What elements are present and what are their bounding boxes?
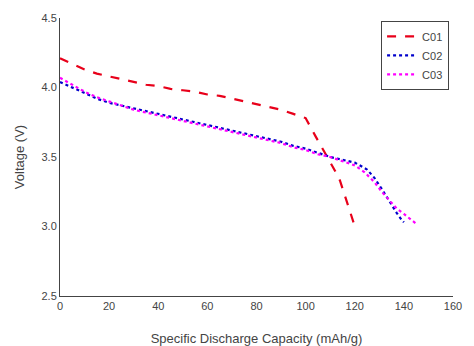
- svg-text:100: 100: [296, 300, 314, 312]
- svg-text:4.0: 4.0: [42, 81, 57, 93]
- svg-text:120: 120: [346, 300, 364, 312]
- svg-text:20: 20: [103, 300, 115, 312]
- svg-text:60: 60: [201, 300, 213, 312]
- svg-text:Specific Discharge Capacity (m: Specific Discharge Capacity (mAh/g): [151, 331, 363, 346]
- svg-text:40: 40: [152, 300, 164, 312]
- svg-text:C03: C03: [422, 69, 442, 81]
- svg-text:4.5: 4.5: [42, 12, 57, 24]
- svg-text:3.0: 3.0: [42, 220, 57, 232]
- svg-text:2.5: 2.5: [42, 290, 57, 302]
- svg-text:3.5: 3.5: [42, 151, 57, 163]
- svg-text:C02: C02: [422, 50, 442, 62]
- svg-text:C01: C01: [422, 31, 442, 43]
- svg-text:140: 140: [395, 300, 413, 312]
- svg-text:160: 160: [444, 300, 462, 312]
- svg-text:Voltage (V): Voltage (V): [12, 125, 27, 189]
- svg-text:80: 80: [250, 300, 262, 312]
- svg-text:0: 0: [57, 300, 63, 312]
